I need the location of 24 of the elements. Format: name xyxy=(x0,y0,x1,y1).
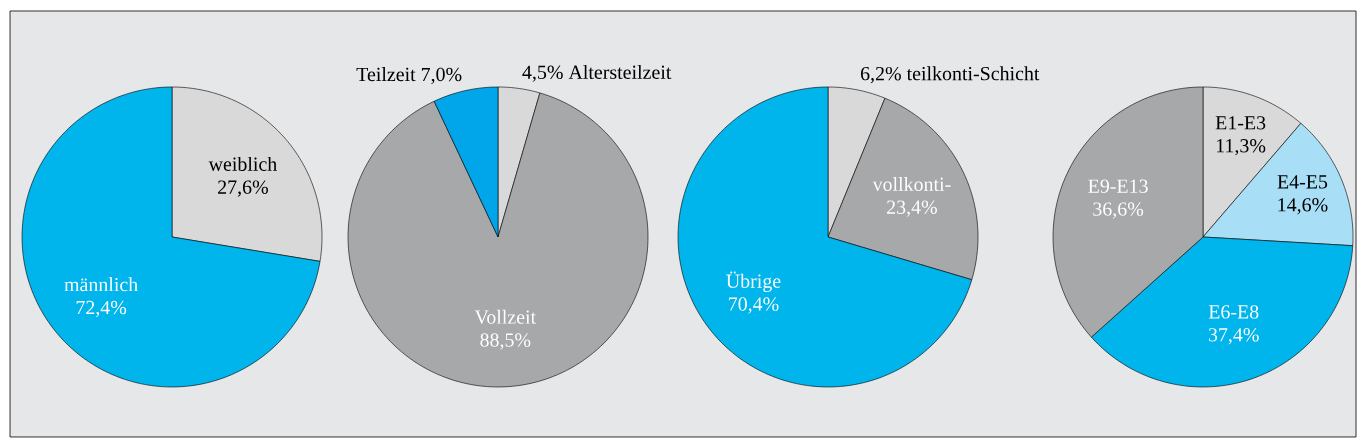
slice-label: weiblich xyxy=(208,156,277,171)
slice-label: teilkonti-Schicht xyxy=(906,66,1040,81)
slice-label: Teilzeit xyxy=(356,67,416,82)
data-label: 70,4% xyxy=(729,297,779,314)
slice-label: Übrige xyxy=(726,271,781,292)
slice-label: E4-E5 xyxy=(1277,175,1328,189)
data-label: 88,5% xyxy=(480,333,531,350)
data-label: 6,2% xyxy=(860,66,901,84)
slice-label: E6-E8 xyxy=(1208,305,1259,319)
data-label: 11,3% xyxy=(1216,139,1266,156)
data-label: 4,5% xyxy=(522,65,563,82)
slice-label: vollkonti- xyxy=(872,176,951,191)
data-label: 7,0% xyxy=(421,67,462,85)
data-label: 37,4% xyxy=(1208,328,1259,345)
data-label: 14,6% xyxy=(1278,198,1328,215)
data-label: 72,4% xyxy=(76,300,127,318)
slice-label: E1-E3 xyxy=(1215,116,1266,130)
data-label: 23,4% xyxy=(887,200,937,217)
data-label: 27,6% xyxy=(218,180,268,197)
slice-label: Altersteilzeit xyxy=(568,64,672,79)
slice-label: E9-E13 xyxy=(1088,179,1148,193)
slice-label: Vollzeit xyxy=(474,309,537,324)
slice-label: männlich xyxy=(64,277,138,292)
data-label: 36,6% xyxy=(1093,202,1144,219)
